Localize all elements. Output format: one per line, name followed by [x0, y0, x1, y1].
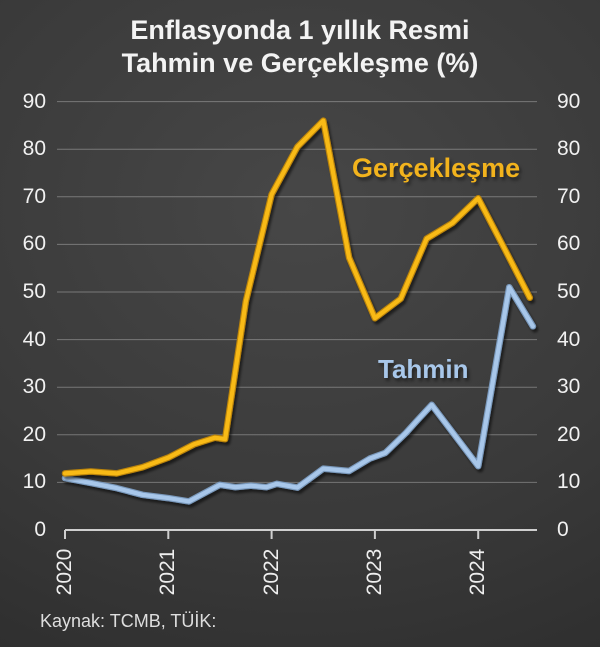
y-axis-label-left-0: 0 [34, 518, 46, 541]
y-axis-label-left-70: 70 [22, 184, 46, 208]
y-axis-label-left-20: 20 [22, 422, 46, 446]
y-axis-label-right-90: 90 [557, 89, 581, 113]
x-axis-label-2020: 2020 [53, 548, 76, 596]
y-axis-label-left-90: 90 [22, 89, 46, 113]
x-axis [64, 529, 537, 539]
y-axis-label-right-40: 40 [557, 327, 581, 351]
chart-title-line1: Enflasyonda 1 yıllık Resmi [130, 15, 470, 45]
chart-title: Enflasyonda 1 yıllık Resmi Tahmin ve Ger… [0, 14, 600, 80]
y-axis-label-left-80: 80 [22, 137, 46, 161]
x-axis-label-2022: 2022 [259, 548, 283, 596]
y-axis-label-right-20: 20 [557, 422, 581, 446]
y-axis-label-left-30: 30 [22, 375, 46, 399]
series-line-gerçekleşme [61, 117, 534, 477]
source-note: Kaynak: TCMB, TÜİK: [40, 611, 217, 631]
y-axis-label-left-40: 40 [22, 327, 46, 351]
y-axis-label-left-50: 50 [22, 280, 46, 303]
y-axis-label-right-50: 50 [557, 280, 581, 303]
y-axis-label-right-0: 0 [557, 518, 569, 541]
y-axis-label-right-60: 60 [557, 232, 581, 256]
y-axis-label-left-10: 10 [22, 470, 46, 494]
series-label-tahmin: Tahmin [378, 354, 469, 384]
y-axis-label-right-70: 70 [557, 184, 581, 208]
y-axis-label-left-60: 60 [22, 232, 46, 256]
series-label-gerceklesme: Gerçekleşme [352, 153, 521, 183]
y-axis-label-right-30: 30 [557, 375, 581, 399]
series-core-gerçekleşme [62, 118, 532, 476]
x-axis-label-2024: 2024 [466, 548, 490, 596]
x-axis-label-2021: 2021 [156, 548, 180, 596]
y-axis-label-right-10: 10 [557, 470, 581, 494]
x-axis-label-2023: 2023 [362, 548, 386, 596]
chart-title-line2: Tahmin ve Gerçekleşme (%) [121, 48, 479, 78]
series-core-tahmin [62, 285, 536, 504]
y-axis-label-right-80: 80 [557, 137, 581, 161]
series-line-tahmin [61, 283, 537, 505]
series-lines [61, 117, 537, 505]
